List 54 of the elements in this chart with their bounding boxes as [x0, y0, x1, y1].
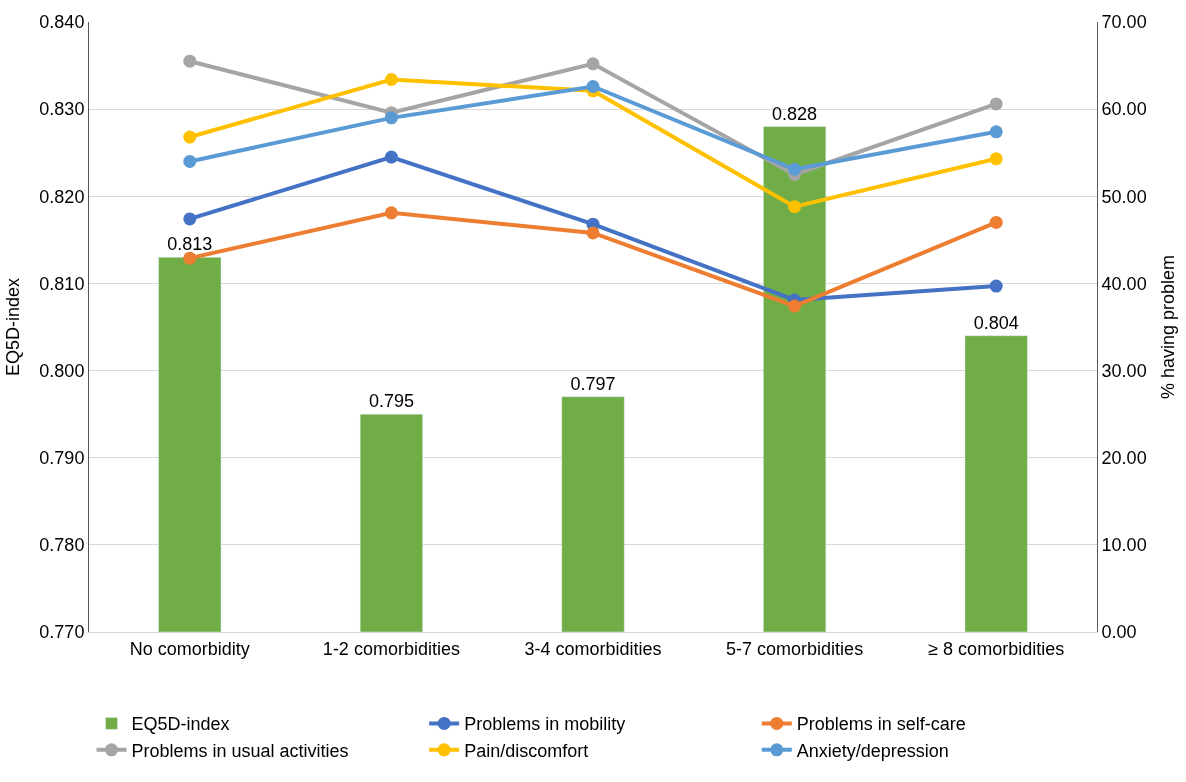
point	[788, 299, 802, 313]
y2-tick-label: 40.00	[1101, 273, 1147, 294]
text: 0.813	[167, 234, 213, 255]
x-tick-label: 5-7 comorbidities	[726, 638, 864, 659]
y2-axis-title: % having problem	[1157, 254, 1178, 400]
point	[788, 200, 802, 214]
y-tick-label: 0.770	[39, 622, 85, 643]
point	[989, 152, 1003, 166]
point	[989, 125, 1003, 139]
x-tick-label: ≥ 8 comorbidities	[928, 638, 1065, 659]
text: 0.795	[368, 391, 414, 412]
y2-tick-label: 50.00	[1101, 186, 1147, 207]
point	[586, 57, 600, 71]
y-tick-label: 0.820	[39, 186, 85, 207]
point	[989, 279, 1003, 293]
y-tick-label: 0.830	[39, 99, 85, 120]
y-tick-label: 0.800	[39, 360, 85, 381]
point	[384, 111, 398, 125]
y-tick-label: 0.810	[39, 273, 85, 294]
x-tick-label: 1-2 comorbidities	[322, 638, 460, 659]
point	[183, 154, 197, 168]
y-tick-label: 0.840	[39, 12, 85, 33]
text: 0.804	[973, 312, 1019, 333]
point	[586, 226, 600, 240]
y-tick-label: 0.790	[39, 448, 85, 469]
point	[989, 97, 1003, 111]
legend-label: Problems in usual activities	[131, 740, 349, 761]
text: 0.797	[570, 373, 616, 394]
point	[384, 150, 398, 164]
legend-label: Pain/discomfort	[464, 740, 589, 761]
point	[183, 251, 197, 265]
legend-label: EQ5D-index	[131, 714, 230, 735]
point	[788, 162, 802, 176]
point	[183, 130, 197, 144]
y-axis-title: EQ5D-index	[2, 277, 23, 377]
point	[384, 73, 398, 86]
y2-tick-label: 20.00	[1101, 448, 1147, 469]
y2-tick-label: 60.00	[1101, 99, 1147, 120]
x-tick-label: No comorbidity	[129, 638, 250, 659]
y-tick-label: 0.780	[39, 535, 85, 556]
point	[384, 206, 398, 220]
y2-tick-label: 30.00	[1101, 360, 1147, 381]
point	[183, 54, 197, 68]
point	[183, 212, 197, 226]
point	[989, 215, 1003, 229]
y2-tick-label: 0.00	[1101, 622, 1137, 643]
y2-tick-label: 70.00	[1101, 12, 1147, 33]
point	[586, 79, 600, 93]
x-tick-label: 3-4 comorbidities	[524, 638, 662, 659]
y2-tick-label: 10.00	[1101, 535, 1147, 556]
text: 0.828	[772, 103, 818, 124]
legend-label: Problems in self-care	[796, 714, 966, 735]
legend-label: Anxiety/depression	[796, 740, 949, 761]
legend-label: Problems in mobility	[464, 714, 626, 735]
